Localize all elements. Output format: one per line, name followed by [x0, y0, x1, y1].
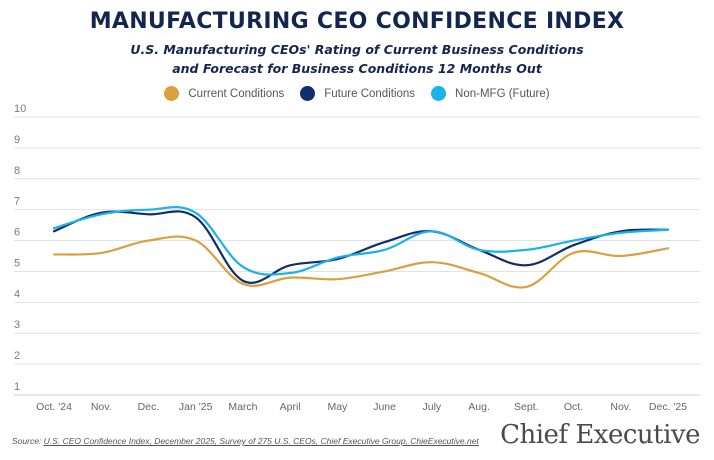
legend-item-non-mfg-future: Non-MFG (Future)	[431, 86, 550, 101]
y-tick-label: 8	[14, 165, 20, 177]
x-tick-label: April	[280, 401, 301, 413]
x-tick-label: March	[228, 401, 257, 413]
legend-label: Future Conditions	[324, 87, 416, 100]
series-line-current-conditions	[52, 235, 670, 289]
x-tick-label: Sept.	[514, 401, 539, 413]
legend-swatch-icon	[431, 86, 447, 101]
x-tick-label: Dec.	[138, 401, 160, 413]
x-tick-label: Oct.	[564, 401, 583, 413]
legend-item-current-conditions: Current Conditions	[164, 86, 284, 101]
source-note: Source: U.S. CEO Confidence Index, Decem…	[12, 436, 479, 446]
x-tick-label: Aug.	[468, 401, 490, 413]
y-tick-label: 9	[14, 134, 20, 146]
y-tick-label: 10	[14, 103, 26, 115]
chart-title: MANUFACTURING CEO CONFIDENCE INDEX	[89, 9, 625, 34]
chart-subtitle-line-2: and Forecast for Business Conditions 12 …	[172, 61, 542, 76]
legend-label: Current Conditions	[188, 87, 285, 100]
chart-subtitle-line-1: U.S. Manufacturing CEOs' Rating of Curre…	[130, 42, 584, 57]
y-tick-label: 1	[14, 381, 20, 393]
source-label: Source:	[12, 436, 42, 446]
legend-swatch-icon	[164, 86, 180, 101]
legend-item-future-conditions: Future Conditions	[300, 86, 415, 101]
x-tick-label: July	[423, 401, 442, 413]
x-tick-label: Oct. '24	[36, 401, 72, 413]
y-tick-label: 7	[14, 196, 20, 208]
source-link[interactable]: U.S. CEO Confidence Index, December 2025…	[43, 436, 479, 446]
y-tick-label: 2	[14, 350, 20, 362]
x-tick-label: May	[327, 401, 348, 413]
chief-executive-logo: Chief Executive	[500, 420, 700, 450]
legend-label: Non-MFG (Future)	[455, 87, 550, 100]
series-line-future-conditions	[52, 210, 670, 284]
x-tick-label: June	[373, 401, 396, 413]
legend-swatch-icon	[300, 86, 316, 101]
y-tick-label: 5	[14, 257, 20, 269]
x-tick-label: Jan '25	[179, 401, 213, 413]
y-tick-label: 6	[14, 227, 20, 239]
y-tick-label: 3	[14, 319, 20, 331]
line-chart: 1 2 3 4 5 6 7 8 9 10 Oct. '24 Nov. Dec. Jan '25 March A…	[14, 103, 700, 413]
series-line-non-mfg-future	[52, 206, 670, 276]
y-tick-label: 4	[14, 288, 20, 300]
x-tick-label: Nov.	[610, 401, 631, 413]
legend: Current Conditions Future Conditions Non-M…	[0, 86, 714, 101]
x-tick-label: Nov.	[91, 401, 112, 413]
x-tick-label: Dec. '25	[649, 401, 687, 413]
